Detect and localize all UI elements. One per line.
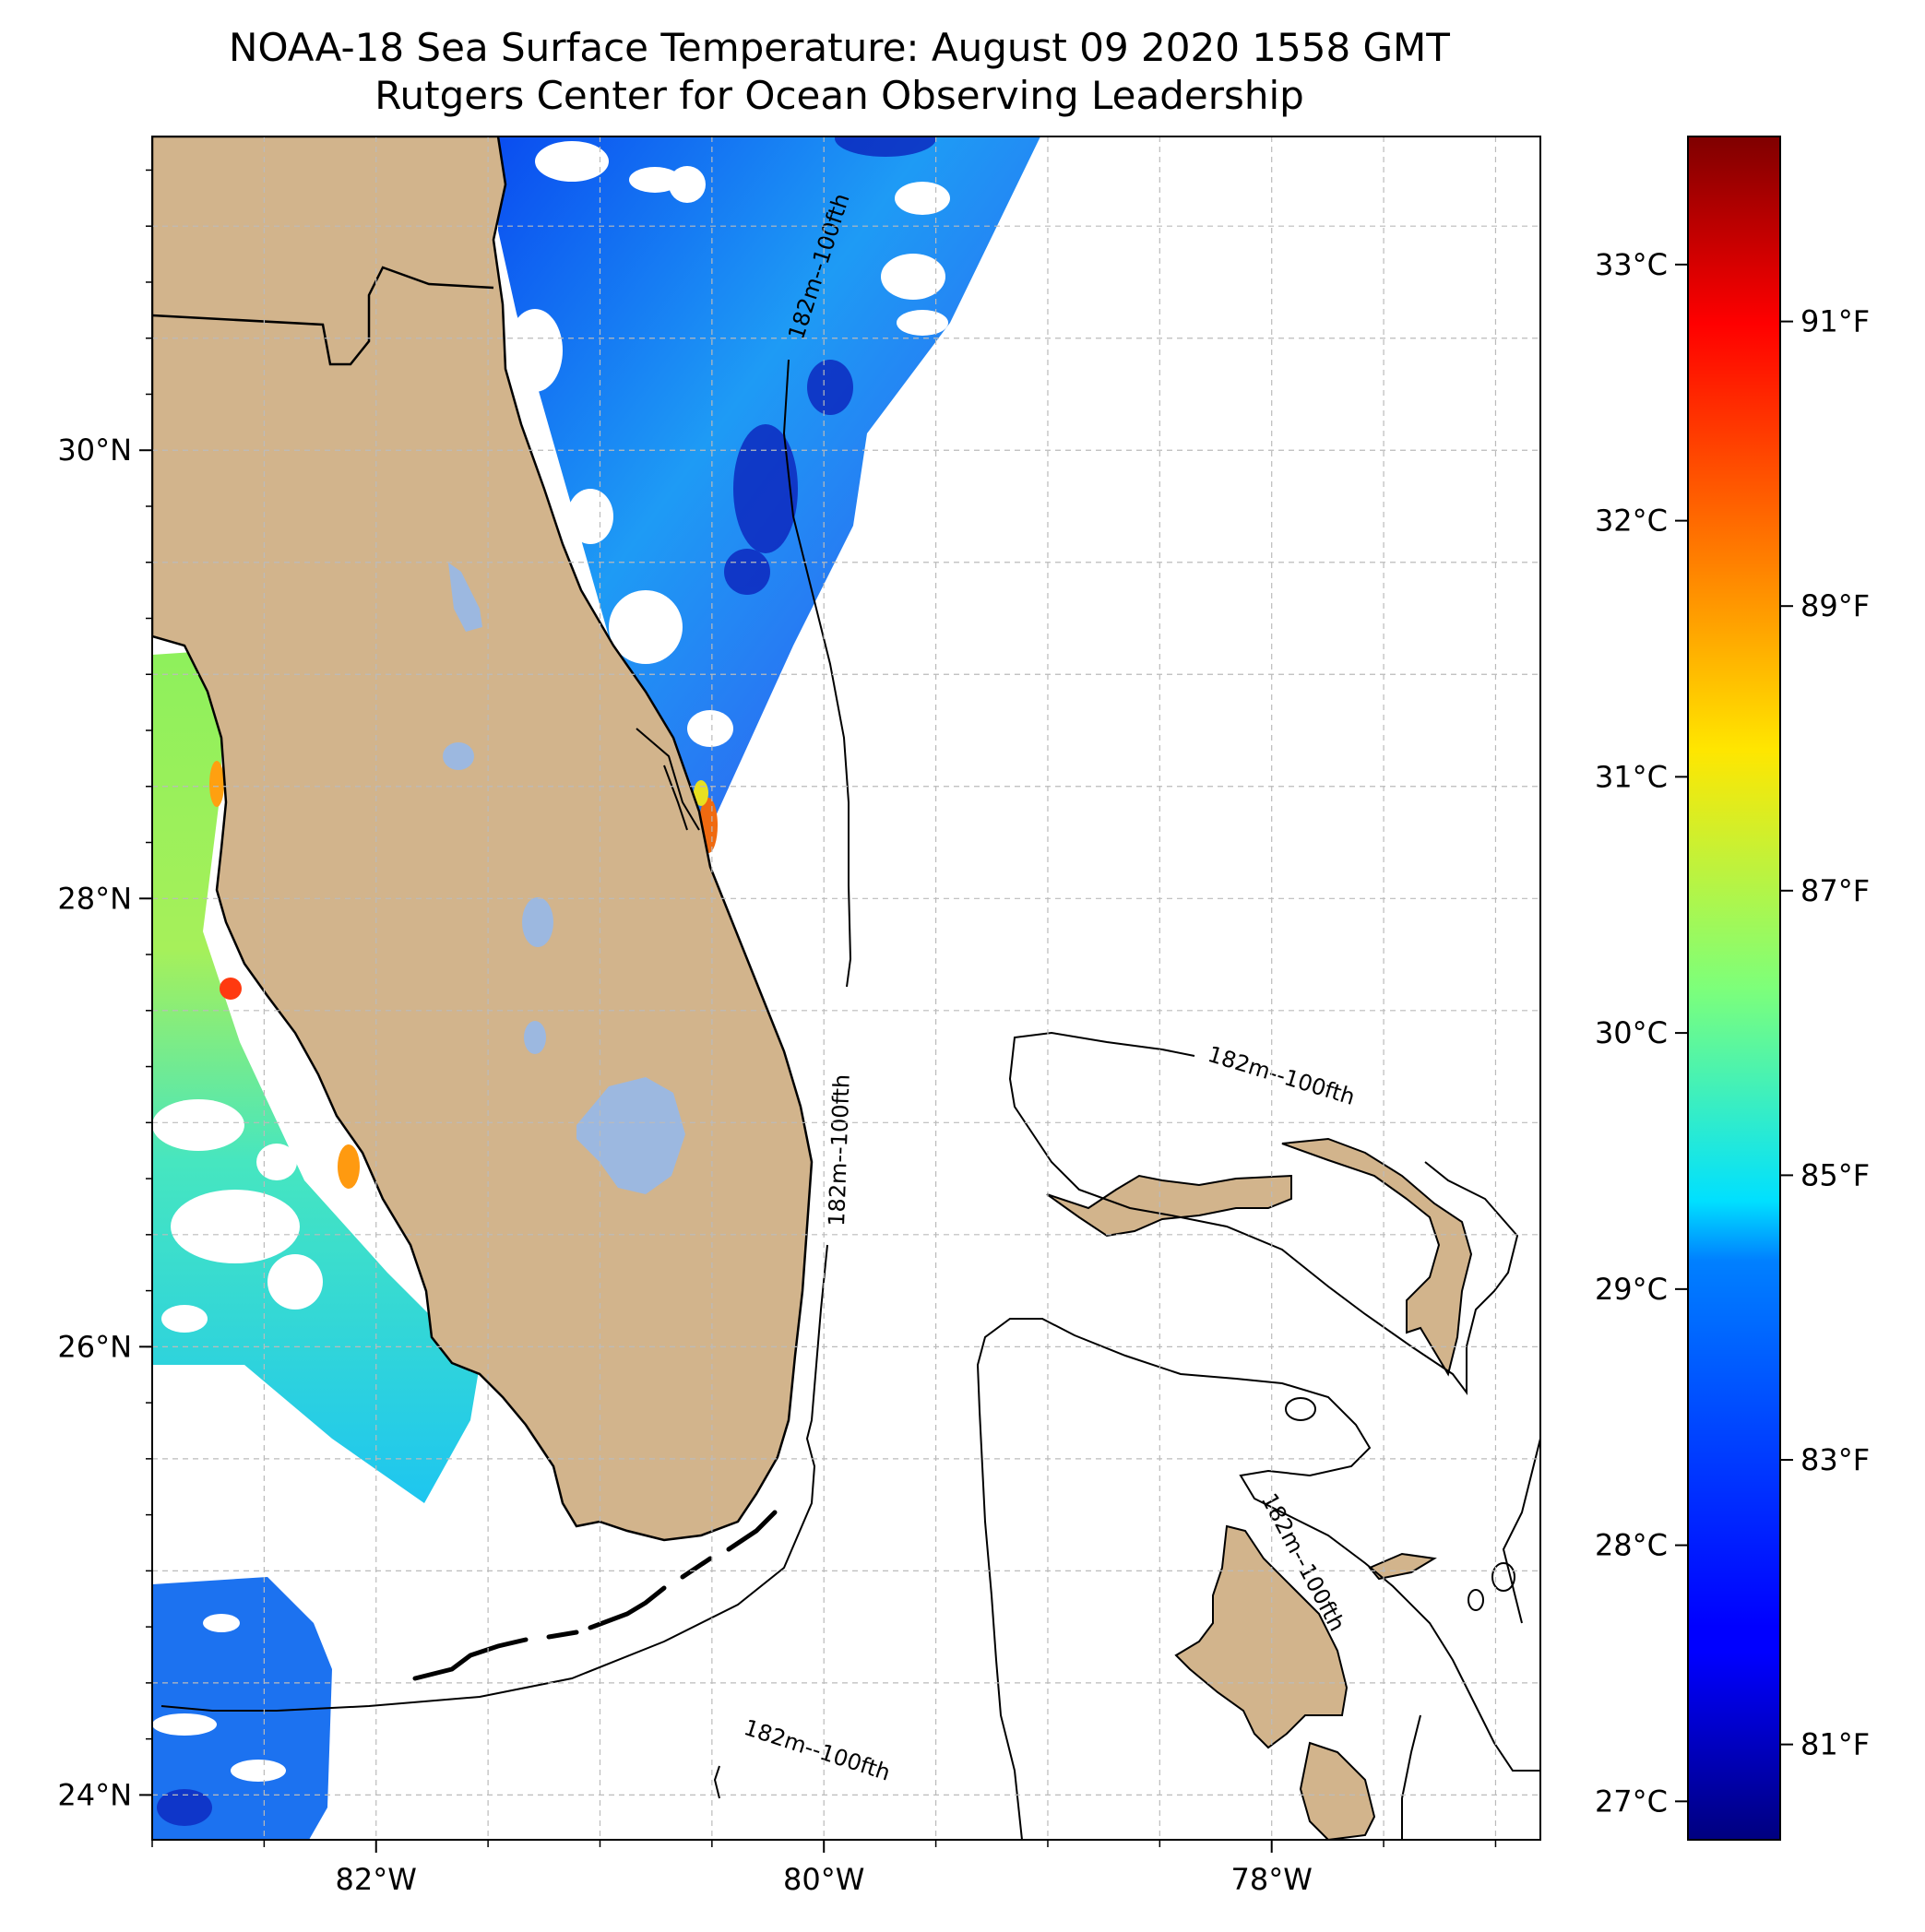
colorbar-gradient bbox=[1687, 136, 1781, 1841]
celsius-tick-label: 27°C bbox=[1595, 1784, 1668, 1819]
map-title: NOAA-18 Sea Surface Temperature: August … bbox=[138, 24, 1540, 120]
florida-keys bbox=[412, 1510, 778, 1681]
title-line-1: NOAA-18 Sea Surface Temperature: August … bbox=[229, 25, 1450, 70]
lake-okeechobee bbox=[576, 1077, 685, 1194]
sst-swath-gulf bbox=[152, 650, 480, 1503]
fahrenheit-tick-label: 81°F bbox=[1800, 1727, 1870, 1762]
barrier-islands-east bbox=[636, 728, 700, 831]
isobath-florida-straits bbox=[160, 1244, 828, 1712]
sst-swath-south bbox=[152, 1577, 332, 1840]
celsius-tick-label: 31°C bbox=[1595, 759, 1668, 794]
sst-gulf-cloud-gaps bbox=[152, 1099, 323, 1333]
isobath-straits-south bbox=[1401, 1714, 1421, 1840]
fahrenheit-tick-label: 85°F bbox=[1800, 1157, 1870, 1192]
bahamas-islet-1 bbox=[1491, 1562, 1515, 1592]
lake-kissimmee bbox=[522, 897, 553, 947]
plot-frame bbox=[151, 136, 1541, 1841]
lake-apopka bbox=[443, 742, 474, 770]
fahrenheit-tick-label: 91°F bbox=[1800, 304, 1870, 339]
isobath-little-bahama-bank bbox=[1008, 1031, 1519, 1395]
gridlines bbox=[151, 136, 1540, 1840]
grand-bahama bbox=[1046, 1174, 1292, 1238]
sst-south-cloud-gaps bbox=[152, 1614, 286, 1782]
title-line-2: Rutgers Center for Ocean Observing Leade… bbox=[374, 73, 1304, 118]
bahamas-islet-3 bbox=[1285, 1397, 1316, 1421]
lon-tick-label: 80°W bbox=[783, 1862, 864, 1897]
celsius-tick-label: 29°C bbox=[1595, 1272, 1668, 1307]
lat-tick-label: 28°N bbox=[57, 881, 132, 916]
isobath-cay-sal bbox=[713, 1765, 720, 1799]
fahrenheit-tick-label: 83°F bbox=[1800, 1442, 1870, 1477]
lake-george bbox=[448, 563, 482, 632]
sst-cold-patches bbox=[724, 136, 936, 595]
isobath-great-bahama-bank bbox=[976, 1318, 1540, 1840]
lon-tick-label: 82°W bbox=[336, 1862, 417, 1897]
celsius-tick-label: 28°C bbox=[1595, 1528, 1668, 1563]
isobath-contours bbox=[160, 359, 1540, 1840]
lon-tick-label: 78°W bbox=[1231, 1862, 1313, 1897]
axis-ticks: 82°W 80°W 78°W 30°N 28°N 26°N 24°N bbox=[57, 169, 1497, 1897]
andros-island bbox=[1174, 1524, 1349, 1749]
sst-south-cold-patch bbox=[157, 1789, 212, 1826]
celsius-tick-label: 33°C bbox=[1595, 247, 1668, 282]
andros-south bbox=[1299, 1741, 1376, 1840]
fahrenheit-tick-label: 89°F bbox=[1800, 588, 1870, 623]
isobath-bahamas-east bbox=[1502, 1438, 1540, 1624]
map-plot: 182m--100fth 182m--100fth 182m--100fth 1… bbox=[57, 136, 1541, 1897]
sst-gulf-warm-spots bbox=[209, 761, 360, 1189]
celsius-tick-label: 30°C bbox=[1595, 1015, 1668, 1050]
lake-istokpoga bbox=[524, 1021, 546, 1054]
lat-tick-label: 30°N bbox=[57, 433, 132, 468]
lat-tick-label: 26°N bbox=[57, 1329, 132, 1364]
celsius-tick-label: 32°C bbox=[1595, 504, 1668, 539]
colorbar: 33°C 32°C 31°C 30°C 29°C 28°C 27°C 91°F 89°F 87°F… bbox=[1595, 136, 1870, 1841]
florida-lakes bbox=[443, 563, 685, 1194]
fahrenheit-tick-label: 87°F bbox=[1800, 873, 1870, 908]
colorbar-ticks: 33°C 32°C 31°C 30°C 29°C 28°C 27°C 91°F 89°F 87°F… bbox=[1595, 247, 1870, 1819]
lat-tick-label: 24°N bbox=[57, 1777, 132, 1812]
abaco-islands bbox=[1281, 1137, 1473, 1377]
bahamas-islet-2 bbox=[1468, 1589, 1484, 1611]
berry-islands bbox=[1368, 1552, 1437, 1581]
isobath-label-straits: 182m--100fth bbox=[824, 1073, 855, 1227]
isobath-florida-shelf bbox=[782, 359, 852, 988]
